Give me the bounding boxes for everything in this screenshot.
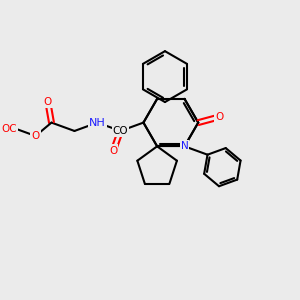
Text: O: O (32, 131, 40, 141)
Text: NH: NH (89, 118, 106, 128)
Text: O: O (44, 97, 52, 107)
Text: CO: CO (112, 126, 128, 136)
Text: N: N (181, 141, 188, 151)
Text: O: O (109, 146, 118, 155)
Text: O: O (215, 112, 223, 122)
Text: OC: OC (2, 124, 17, 134)
